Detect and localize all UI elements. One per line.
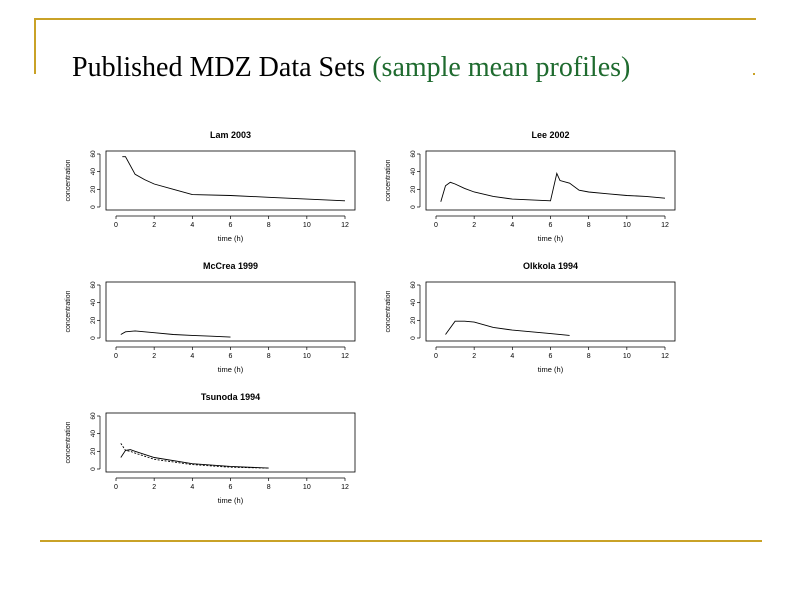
- x-tick-label: 4: [510, 222, 514, 229]
- plot-frame: [425, 150, 676, 211]
- y-tick-label: 20: [410, 185, 417, 193]
- chart-2: Lee 2002 time (h) concentration 0 2 4 6 8 10 12 0 2…: [385, 130, 676, 243]
- chart-3: McCrea 1999 time (h) concentration 0 2 4 6 8 10 1…: [65, 261, 356, 374]
- x-tick-label: 6: [549, 353, 553, 360]
- y-tick-label: 20: [90, 316, 97, 324]
- x-tick-label: 10: [623, 222, 631, 229]
- chart-4: Olkkola 1994 time (h) concentration 0 2 4 6 8 10…: [385, 261, 676, 374]
- x-tick-label: 12: [661, 222, 669, 229]
- x-tick-label: 12: [341, 353, 349, 360]
- x-tick-label: 2: [472, 222, 476, 229]
- x-tick-label: 2: [472, 353, 476, 360]
- x-tick-label: 10: [303, 222, 311, 229]
- x-tick-label: 0: [114, 222, 118, 229]
- y-tick-label: 0: [410, 336, 417, 340]
- left-accent-line: [34, 18, 36, 74]
- top-accent-line: [34, 18, 756, 20]
- x-axis-label: time (h): [538, 365, 564, 374]
- decorative-dot: [753, 73, 755, 75]
- x-tick-label: 6: [229, 353, 233, 360]
- plot-frame: [105, 281, 356, 342]
- chart-5: Tsunoda 1994 time (h) concentration 0 2 4 6 8 10…: [65, 392, 356, 505]
- x-tick-label: 10: [623, 353, 631, 360]
- y-axis-label: concentration: [65, 290, 72, 332]
- chart-title: Lee 2002: [531, 130, 569, 140]
- y-axis-label: concentration: [65, 421, 72, 463]
- series-line-2: [120, 449, 269, 469]
- y-tick-label: 40: [410, 299, 417, 307]
- slide-title-main: Published MDZ Data Sets: [72, 52, 366, 83]
- x-tick-label: 12: [341, 222, 349, 229]
- series-line-1: [445, 320, 570, 336]
- x-axis-label: time (h): [218, 365, 244, 374]
- y-tick-label: 60: [410, 150, 417, 158]
- y-tick-label: 40: [90, 168, 97, 176]
- x-tick-label: 0: [114, 484, 118, 491]
- x-tick-label: 8: [267, 353, 271, 360]
- x-tick-label: 12: [341, 484, 349, 491]
- series-line-1: [120, 443, 269, 469]
- bottom-accent-line: [40, 540, 762, 542]
- y-axis-label: concentration: [65, 159, 72, 201]
- series-line-1: [122, 156, 346, 202]
- x-tick-label: 6: [229, 222, 233, 229]
- slide-subtitle: (sample mean profiles): [372, 52, 631, 83]
- y-tick-label: 0: [90, 336, 97, 340]
- plot-frame: [105, 150, 356, 211]
- chart-title: Tsunoda 1994: [201, 392, 260, 402]
- x-tick-label: 10: [303, 484, 311, 491]
- plot-frame: [105, 412, 356, 473]
- y-tick-label: 60: [90, 150, 97, 158]
- y-tick-label: 60: [90, 412, 97, 420]
- y-tick-label: 40: [90, 299, 97, 307]
- plot-frame: [425, 281, 676, 342]
- chart-1: Lam 2003 time (h) concentration 0 2 4 6 8 10 12 0 2…: [65, 130, 356, 243]
- x-tick-label: 6: [229, 484, 233, 491]
- x-tick-label: 2: [152, 484, 156, 491]
- y-axis-label: concentration: [385, 159, 392, 201]
- y-tick-label: 20: [90, 185, 97, 193]
- chart-title: Olkkola 1994: [523, 261, 578, 271]
- x-tick-label: 4: [190, 484, 194, 491]
- x-axis-label: time (h): [218, 496, 244, 505]
- y-axis-label: concentration: [385, 290, 392, 332]
- series-line-1: [120, 330, 231, 338]
- y-tick-label: 40: [410, 168, 417, 176]
- y-tick-label: 0: [90, 467, 97, 471]
- x-tick-label: 8: [587, 222, 591, 229]
- y-tick-label: 60: [90, 281, 97, 289]
- x-tick-label: 8: [267, 222, 271, 229]
- x-tick-label: 8: [267, 484, 271, 491]
- x-tick-label: 12: [661, 353, 669, 360]
- y-tick-label: 0: [90, 205, 97, 209]
- x-tick-label: 4: [510, 353, 514, 360]
- x-tick-label: 4: [190, 222, 194, 229]
- y-tick-label: 0: [410, 205, 417, 209]
- x-tick-label: 2: [152, 353, 156, 360]
- slide-title: Published MDZ Data Sets (sample mean pro…: [72, 52, 630, 84]
- y-tick-label: 60: [410, 281, 417, 289]
- x-tick-label: 4: [190, 353, 194, 360]
- x-tick-label: 8: [587, 353, 591, 360]
- y-tick-label: 40: [90, 430, 97, 438]
- series-line-1: [440, 171, 666, 202]
- x-tick-label: 0: [434, 353, 438, 360]
- x-tick-label: 0: [114, 353, 118, 360]
- y-tick-label: 20: [410, 316, 417, 324]
- x-axis-label: time (h): [538, 234, 564, 243]
- x-tick-label: 0: [434, 222, 438, 229]
- x-tick-label: 2: [152, 222, 156, 229]
- x-tick-label: 10: [303, 353, 311, 360]
- chart-title: Lam 2003: [210, 130, 251, 140]
- x-axis-label: time (h): [218, 234, 244, 243]
- x-tick-label: 6: [549, 222, 553, 229]
- y-tick-label: 20: [90, 447, 97, 455]
- chart-title: McCrea 1999: [203, 261, 258, 271]
